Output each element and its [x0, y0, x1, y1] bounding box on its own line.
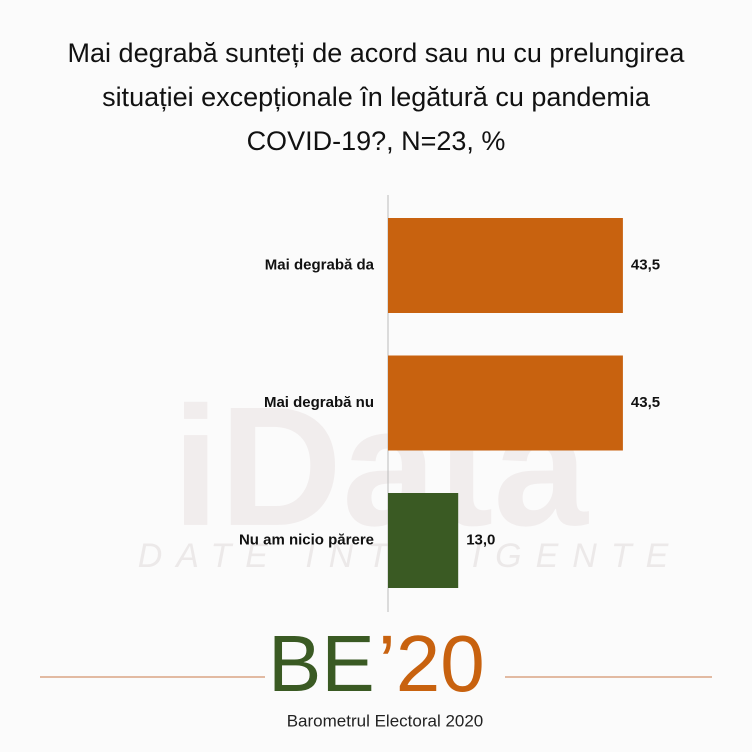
title: Mai degrabă sunteți de acord sau nu cu p… — [68, 38, 686, 156]
bar — [388, 493, 459, 588]
title-line: Mai degrabă sunteți de acord sau nu cu p… — [68, 38, 686, 68]
value-label: 43,5 — [631, 256, 660, 273]
footer-logo-left: BE — [268, 619, 375, 708]
footer-caption: Barometrul Electoral 2020 — [287, 711, 484, 730]
value-label: 43,5 — [631, 394, 660, 411]
footer-logo-right: ’20 — [378, 619, 485, 708]
category-label: Mai degrabă nu — [264, 394, 374, 411]
bar — [388, 355, 623, 451]
category-label: Mai degrabă da — [265, 256, 375, 273]
bar — [388, 218, 623, 313]
title-line: situației excepționale în legătură cu pa… — [102, 82, 651, 112]
value-label: 13,0 — [466, 531, 495, 548]
plot: Mai degrabă da 43,5 Mai degrabă nu 43,5 Nu a… — [239, 218, 660, 588]
title-line: COVID-19?, N=23, % — [247, 126, 506, 156]
category-label: Nu am nicio părere — [239, 531, 374, 548]
